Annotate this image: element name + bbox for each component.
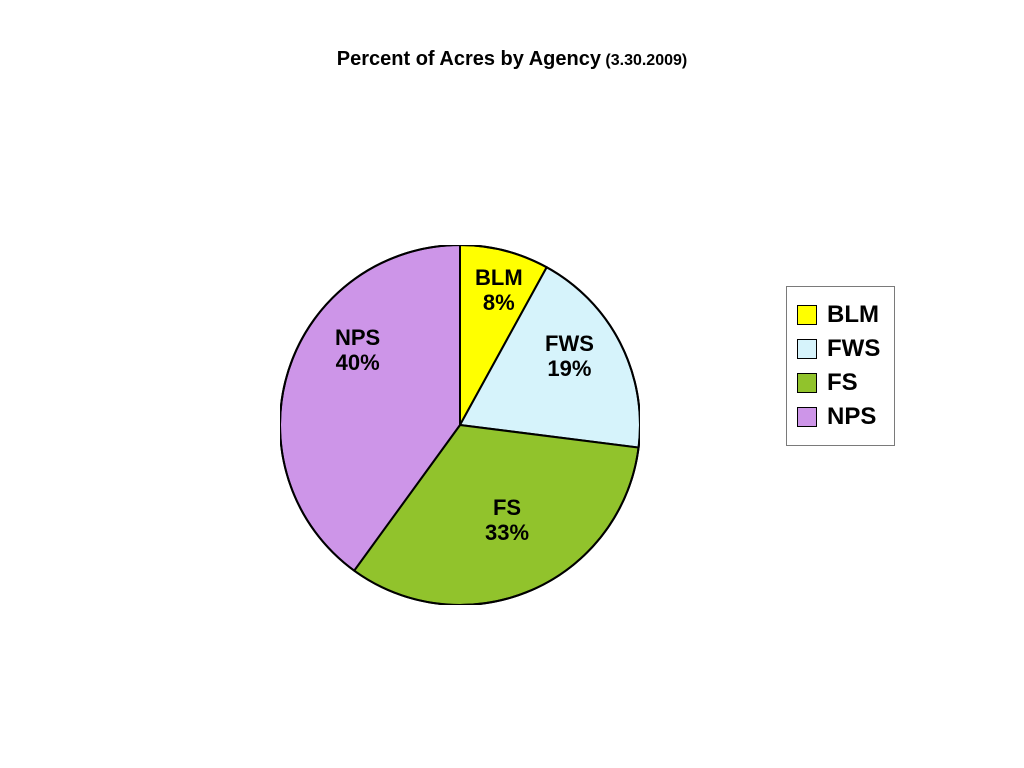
title-main: Percent of Acres by Agency [337,48,601,70]
legend-label: BLM [827,301,879,329]
slice-label-percent: 40% [335,350,380,375]
legend-swatch [797,373,817,393]
legend: BLM FWS FS NPS [786,286,895,446]
slice-label-blm: BLM8% [475,265,523,316]
slice-label-nps: NPS40% [335,325,380,376]
legend-swatch [797,339,817,359]
pie-svg [280,245,640,605]
legend-label: FWS [827,335,880,363]
chart-title: Percent of Acres by Agency (3.30.2009) [0,48,1024,71]
slice-label-name: FWS [545,331,594,356]
slice-label-percent: 19% [545,356,594,381]
pie-chart: BLM8% FWS19% FS33% NPS40% [280,245,640,605]
legend-label: NPS [827,403,876,431]
slice-label-name: FS [485,495,529,520]
slice-label-name: BLM [475,265,523,290]
legend-swatch [797,407,817,427]
legend-swatch [797,305,817,325]
slice-label-percent: 33% [485,520,529,545]
title-sub: (3.30.2009) [605,52,687,69]
legend-label: FS [827,369,858,397]
slice-label-name: NPS [335,325,380,350]
legend-item-blm: BLM [797,301,880,329]
slice-label-fws: FWS19% [545,331,594,382]
legend-item-nps: NPS [797,403,880,431]
slice-label-percent: 8% [475,290,523,315]
legend-item-fws: FWS [797,335,880,363]
slice-label-fs: FS33% [485,495,529,546]
legend-item-fs: FS [797,369,880,397]
